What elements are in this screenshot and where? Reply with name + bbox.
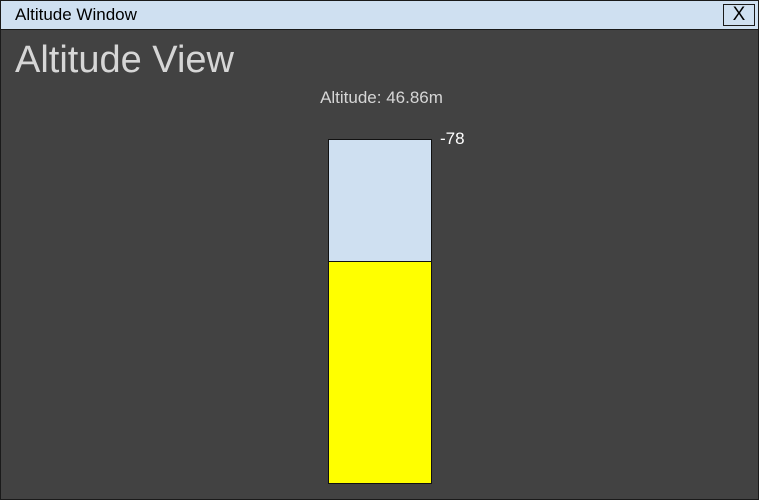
page-title: Altitude View: [15, 39, 234, 81]
altitude-gauge-fill: [329, 260, 431, 483]
altitude-readout: Altitude: 46.86m: [320, 88, 443, 107]
window-title: Altitude Window: [15, 5, 137, 24]
title-bar: Altitude Window X: [1, 1, 758, 30]
gauge-limit-label: -78: [440, 129, 465, 148]
close-button[interactable]: X: [723, 4, 755, 26]
altitude-gauge: [328, 139, 432, 484]
